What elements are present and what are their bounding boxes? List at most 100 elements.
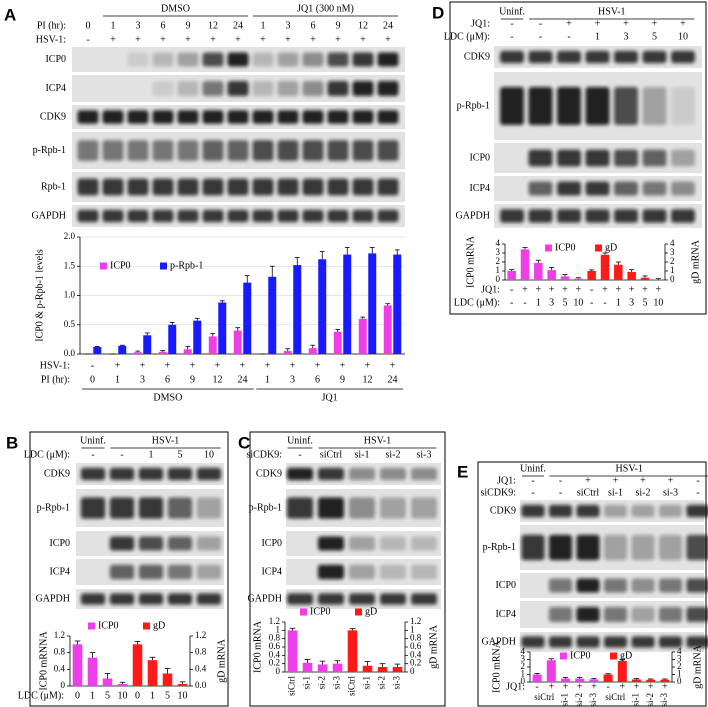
tick-label: 1 [521, 669, 526, 679]
tick-label: 0.6 [269, 641, 281, 651]
bar [318, 259, 327, 354]
blot-band [196, 536, 222, 551]
blot-band [277, 209, 299, 223]
blot-band [642, 50, 667, 64]
protein-label: ICP0 [45, 54, 66, 65]
blot-band [686, 504, 708, 518]
blot-band [327, 140, 349, 161]
legend-swatch [595, 244, 602, 252]
group-label: HSV-1 [152, 435, 179, 446]
x-tick-label: 12 [213, 374, 223, 385]
legend-label: ICP0 [310, 606, 331, 617]
bar [72, 644, 83, 686]
x-row-cell: + [656, 284, 662, 295]
blot-band [302, 209, 324, 223]
tick-label: 0.4 [269, 649, 281, 659]
x-row-cell: + [662, 681, 668, 692]
y-axis-label: ICP0 mRNNA [38, 631, 49, 691]
blot-band [77, 209, 99, 223]
y2-axis-label: gD mRNA [428, 624, 439, 668]
header-cell: - [510, 18, 513, 29]
x-row-cell: + [240, 360, 246, 371]
protein-label: p-Rpb-1 [37, 502, 70, 513]
blot-band [500, 50, 524, 64]
blot-band [352, 140, 374, 161]
blot-band [379, 497, 407, 519]
x-tick-label: si-1 [560, 693, 570, 707]
bar [383, 305, 392, 354]
tick-label: 2 [677, 661, 682, 671]
protein-label: GAPDH [456, 210, 490, 221]
group-label: JQ1 (300 nM) [297, 3, 354, 14]
bar [193, 320, 202, 354]
bar [575, 678, 585, 682]
x-row-cell: + [365, 360, 371, 371]
blot-band [603, 636, 628, 648]
header-cell: 3 [286, 20, 291, 31]
legend-swatch [100, 262, 107, 270]
header-cell: si-1 [355, 449, 370, 460]
bar [243, 282, 252, 354]
blot-band [152, 178, 174, 196]
x-row-cell: + [576, 284, 582, 295]
bar [631, 679, 642, 682]
group-label: DMSO [161, 3, 190, 14]
bar [158, 351, 167, 354]
blot-band [631, 534, 655, 561]
bar [603, 674, 613, 682]
blot-band [152, 80, 174, 97]
x-tick-label: 5 [165, 690, 170, 701]
tick-label: 0.2 [269, 658, 280, 668]
header-cell: 6 [311, 20, 316, 31]
header-cell: 9 [336, 20, 341, 31]
blot-band [252, 52, 274, 67]
y2-axis-label: gD mRNA [216, 638, 227, 682]
tick-label: 2.0 [64, 231, 76, 241]
blot-band [227, 140, 249, 161]
bar [614, 264, 623, 280]
blot-band [410, 536, 438, 551]
bar [183, 349, 192, 354]
header-cell: + [652, 18, 658, 29]
x-row-cell: + [315, 360, 321, 371]
tick-label: 0 [496, 274, 501, 284]
header-cell: - [539, 18, 542, 29]
blot-band [557, 209, 581, 223]
legend-label: ICP0 [110, 260, 131, 271]
panel-letter: D [432, 3, 444, 22]
header-cell: 3 [136, 20, 141, 31]
blot-band [631, 504, 655, 518]
blot-band [548, 578, 573, 593]
header-cell: - [567, 31, 570, 42]
header-cell: - [86, 34, 89, 45]
bar [534, 262, 543, 280]
blot-band [202, 52, 224, 67]
x-row-cell: - [510, 284, 513, 295]
blot-band [671, 181, 695, 196]
bar [133, 352, 142, 354]
blot-band [642, 86, 667, 126]
legend-swatch [560, 652, 567, 660]
x-tick-label: 24 [238, 374, 248, 385]
x-row-cell: + [390, 360, 396, 371]
blot-band [167, 536, 193, 551]
x-row-cell: + [634, 681, 640, 692]
blot-band [102, 178, 124, 196]
x-row-cell: + [190, 360, 196, 371]
protein-label: GAPDH [32, 210, 66, 221]
header-label: HSV-1: [36, 34, 66, 45]
x-row-label: JQ1: [506, 681, 525, 692]
bar [547, 270, 556, 280]
header-label: JQ1: [471, 18, 490, 29]
blot-band [302, 140, 324, 161]
blot-band [317, 593, 345, 605]
protein-label: CDK9 [40, 111, 66, 122]
blot-band [631, 636, 655, 648]
bar [617, 661, 627, 682]
x-tick-label: 12 [363, 374, 373, 385]
protein-label: p-Rpb-1 [483, 542, 516, 553]
x-tick-label: 24 [388, 374, 398, 385]
header-cell: 3 [624, 31, 629, 42]
bar [660, 679, 670, 682]
x-row-cell: + [549, 284, 555, 295]
